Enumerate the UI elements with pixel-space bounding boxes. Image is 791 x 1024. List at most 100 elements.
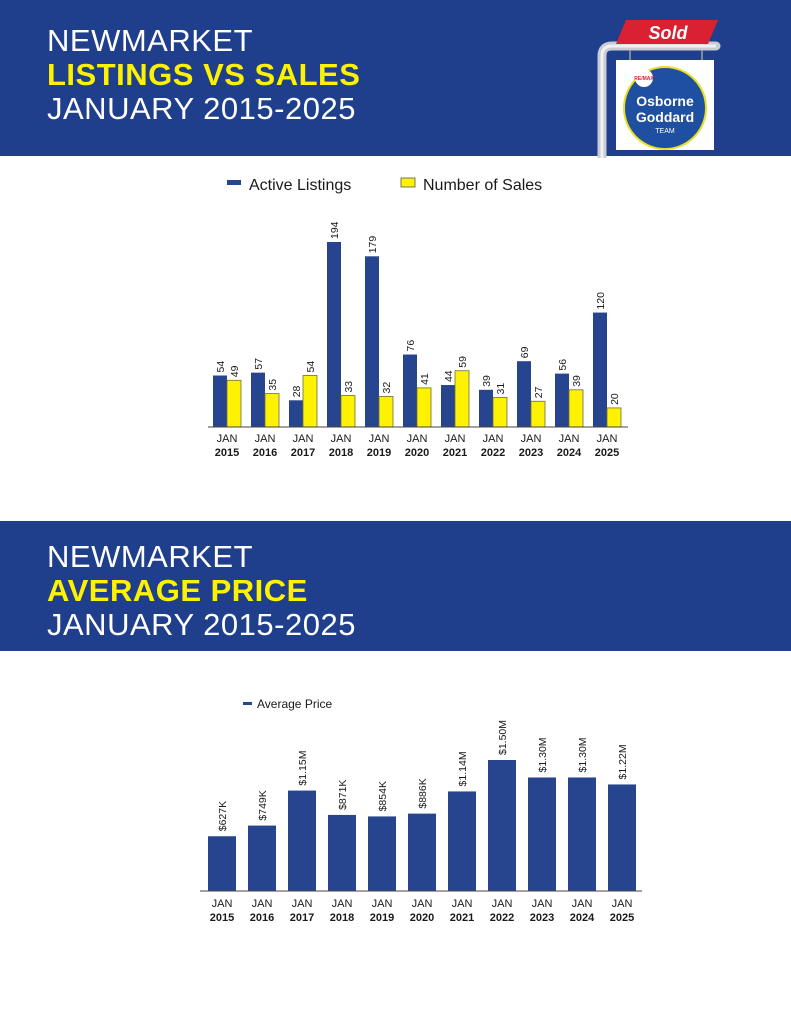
x2-tick-month-2020: JAN <box>412 898 433 910</box>
x-tick-month-2023: JAN <box>521 433 542 445</box>
x-tick-year-2020: 2020 <box>405 447 429 459</box>
data-label-average-price-2023: $1.30M <box>537 737 549 772</box>
data-label-active-listings-2021: 44 <box>443 370 455 382</box>
data-label-active-listings-2016: 57 <box>253 358 265 370</box>
logo-name-line3: TEAM <box>655 128 675 135</box>
bar-active-listings-2015 <box>213 375 227 427</box>
banner2-title-period: JANUARY 2015-2025 <box>47 607 356 642</box>
data-label-active-listings-2017: 28 <box>291 385 303 397</box>
banner-title-city: NEWMARKET <box>47 23 253 58</box>
data-label-number-of-sales-2019: 32 <box>381 382 393 394</box>
data-label-active-listings-2022: 39 <box>481 375 493 387</box>
data-label-number-of-sales-2018: 33 <box>343 381 355 393</box>
x-tick-year-2017: 2017 <box>291 447 315 459</box>
x2-tick-month-2017: JAN <box>292 898 313 910</box>
bar-number-of-sales-2016 <box>264 393 280 428</box>
data-label-average-price-2024: $1.30M <box>577 737 589 772</box>
chart2-legend: Average Price <box>243 697 332 711</box>
x-tick-year-2023: 2023 <box>519 447 543 459</box>
data-label-active-listings-2020: 76 <box>405 340 417 352</box>
header-banner-average-price: NEWMARKET AVERAGE PRICE JANUARY 2015-202… <box>0 521 791 651</box>
legend-label-active-listings: Active Listings <box>249 177 351 194</box>
data-label-active-listings-2023: 69 <box>519 346 531 358</box>
sold-sign-text: Sold <box>649 23 689 43</box>
x2-tick-year-2018: 2018 <box>330 912 354 924</box>
bar-average-price-2022 <box>488 760 516 891</box>
logo-name-line1: Osborne <box>636 93 694 109</box>
x2-tick-year-2022: 2022 <box>490 912 514 924</box>
data-label-active-listings-2018: 194 <box>329 221 341 239</box>
x-tick-year-2024: 2024 <box>557 447 582 459</box>
data-label-average-price-2015: $627K <box>217 801 229 831</box>
bar-average-price-2024 <box>568 777 596 891</box>
x-tick-month-2019: JAN <box>369 433 390 445</box>
data-label-number-of-sales-2015: 49 <box>229 365 241 377</box>
bar-average-price-2025 <box>608 784 636 891</box>
data-label-number-of-sales-2023: 27 <box>533 386 545 398</box>
x-tick-year-2018: 2018 <box>329 447 353 459</box>
x2-tick-year-2021: 2021 <box>450 912 474 924</box>
data-label-number-of-sales-2022: 31 <box>495 383 507 395</box>
x-tick-month-2016: JAN <box>255 433 276 445</box>
bar-number-of-sales-2024 <box>568 389 584 428</box>
brand-logo: Sold RE/MAX Osborne Goddard TEAM <box>596 18 726 163</box>
x2-tick-year-2015: 2015 <box>210 912 234 924</box>
bar-active-listings-2017 <box>289 400 303 427</box>
x2-tick-month-2018: JAN <box>332 898 353 910</box>
x-tick-month-2020: JAN <box>407 433 428 445</box>
bar-number-of-sales-2022 <box>492 397 508 428</box>
bar-number-of-sales-2017 <box>302 375 318 428</box>
data-label-average-price-2025: $1.22M <box>617 744 629 779</box>
data-label-number-of-sales-2017: 54 <box>305 361 317 373</box>
x-tick-month-2017: JAN <box>293 433 314 445</box>
x-tick-month-2018: JAN <box>331 433 352 445</box>
x-tick-month-2022: JAN <box>483 433 504 445</box>
bar-active-listings-2016 <box>251 372 265 427</box>
x2-tick-month-2024: JAN <box>572 898 593 910</box>
bar-number-of-sales-2020 <box>416 387 432 428</box>
x2-tick-year-2017: 2017 <box>290 912 314 924</box>
bar-number-of-sales-2025 <box>606 407 622 428</box>
bar-number-of-sales-2023 <box>530 400 546 428</box>
x2-tick-year-2025: 2025 <box>610 912 634 924</box>
x-tick-month-2021: JAN <box>445 433 466 445</box>
data-label-number-of-sales-2025: 20 <box>609 393 621 405</box>
logo-name-line2: Goddard <box>636 109 694 125</box>
bar-number-of-sales-2018 <box>340 395 356 428</box>
x2-tick-month-2022: JAN <box>492 898 513 910</box>
bar-active-listings-2019 <box>365 256 379 427</box>
legend-swatch-number-of-sales <box>400 177 416 188</box>
data-label-active-listings-2015: 54 <box>215 361 227 373</box>
x-tick-year-2021: 2021 <box>443 447 467 459</box>
listings-vs-sales-chart: Active Listings Number of Sales 54 495735… <box>208 177 628 459</box>
x2-tick-month-2016: JAN <box>252 898 273 910</box>
legend-swatch-active-listings <box>227 180 241 185</box>
data-label-average-price-2017: $1.15M <box>297 751 309 786</box>
bar-active-listings-2022 <box>479 389 493 427</box>
bar-number-of-sales-2015 <box>226 379 242 428</box>
bar-average-price-2018 <box>328 814 356 891</box>
bar-active-listings-2018 <box>327 242 341 427</box>
bar-active-listings-2021 <box>441 385 455 427</box>
x-tick-year-2025: 2025 <box>595 447 619 459</box>
banner2-title-city: NEWMARKET <box>47 539 253 574</box>
data-label-active-listings-2024: 56 <box>557 359 569 371</box>
x-tick-year-2016: 2016 <box>253 447 277 459</box>
x2-tick-year-2016: 2016 <box>250 912 274 924</box>
data-label-average-price-2020: $886K <box>417 778 429 808</box>
x2-tick-month-2023: JAN <box>532 898 553 910</box>
remax-mark: RE/MAX <box>634 76 654 82</box>
bar-average-price-2019 <box>368 816 396 891</box>
bar-number-of-sales-2021 <box>454 370 470 428</box>
bar-active-listings-2024 <box>555 373 569 427</box>
x-tick-year-2015: 2015 <box>215 447 239 459</box>
x-tick-month-2015: JAN <box>217 433 238 445</box>
legend-swatch-average-price <box>243 702 252 705</box>
bar-average-price-2020 <box>408 813 436 891</box>
data-label-average-price-2021: $1.14M <box>457 751 469 786</box>
bar-average-price-2023 <box>528 777 556 891</box>
x2-tick-year-2020: 2020 <box>410 912 434 924</box>
x2-tick-year-2024: 2024 <box>570 912 595 924</box>
bar-average-price-2021 <box>448 791 476 891</box>
x-tick-year-2022: 2022 <box>481 447 505 459</box>
